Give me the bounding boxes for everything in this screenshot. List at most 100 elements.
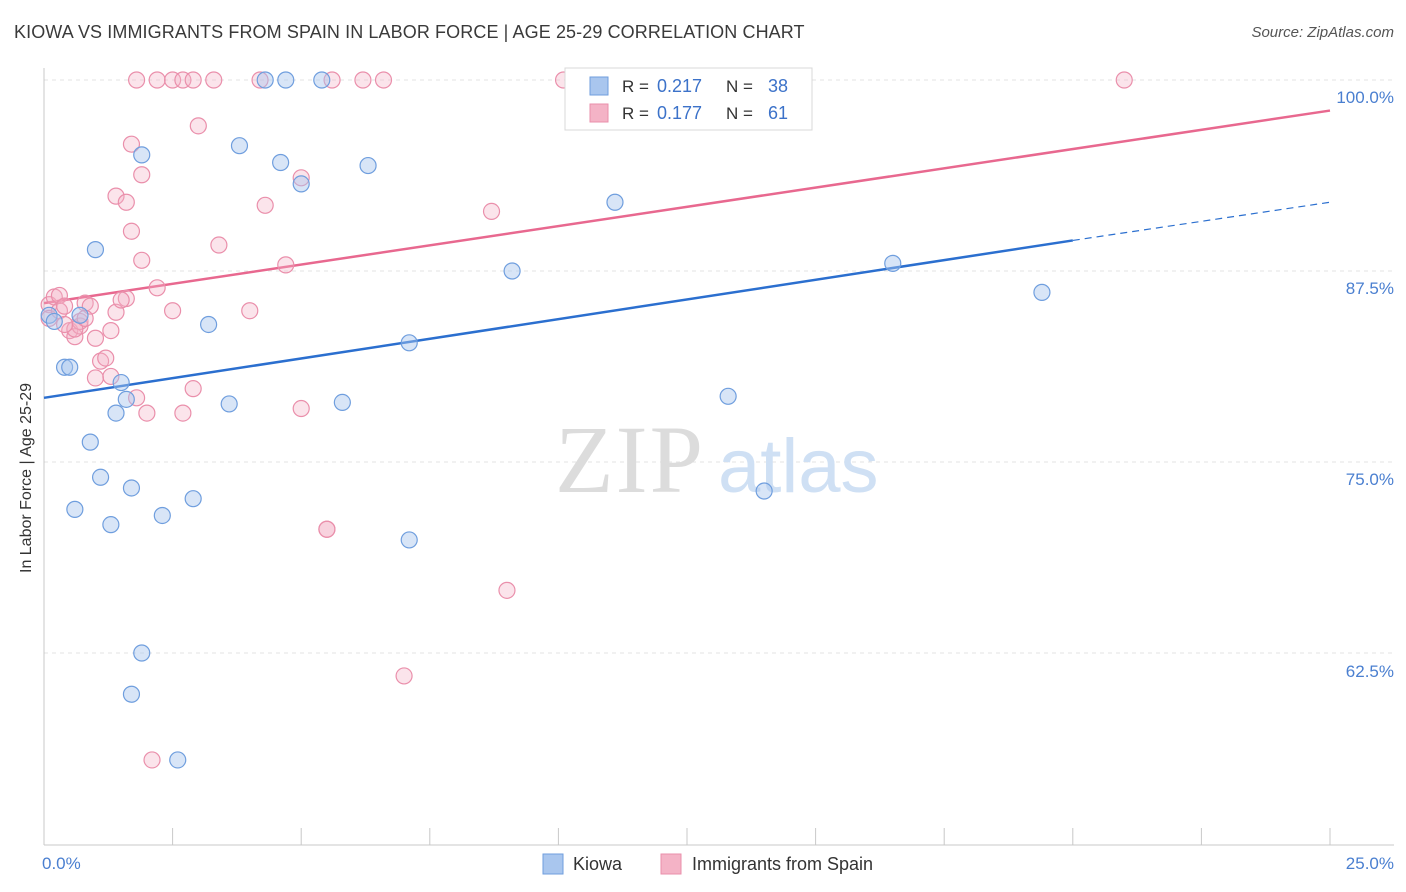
- watermark-atlas: atlas: [718, 424, 879, 509]
- kiowa-point: [55, 358, 74, 376]
- watermark: ZIP atlas: [555, 406, 879, 513]
- tick-labels: 100.0% 87.5% 75.0% 62.5% 0.0% 25.0%: [42, 88, 1394, 873]
- kiowa-point: [292, 175, 310, 193]
- kiowa-point: [117, 390, 135, 408]
- legend-stats: R = 0.217 N = 38 R = 0.177 N = 61: [564, 67, 813, 131]
- kiowa-point: [313, 71, 331, 89]
- immigrants-from-spain-point: [189, 117, 207, 135]
- kiowa-point: [884, 254, 902, 272]
- legend-stats-swatch: [589, 76, 609, 96]
- kiowa-point: [277, 71, 295, 89]
- kiowa-point: [606, 193, 624, 211]
- legend-label-kiowa: Kiowa: [573, 854, 623, 874]
- immigrants-from-spain-point: [251, 71, 269, 89]
- immigrants-from-spain-point: [127, 71, 146, 89]
- legend-stats-swatch: [589, 103, 609, 123]
- trend-line-kiowa: [43, 239, 1073, 400]
- x-tick-label: 25.0%: [1346, 854, 1394, 873]
- legend-r-value: 0.177: [657, 103, 702, 123]
- immigrants-from-spain-point: [107, 187, 125, 205]
- axes: [43, 68, 1394, 846]
- immigrants-from-spain-point: [55, 315, 74, 334]
- immigrants-from-spain-point: [117, 193, 135, 211]
- kiowa-point: [333, 393, 351, 412]
- kiowa-point: [256, 71, 274, 89]
- kiowa-point: [122, 479, 141, 497]
- immigrants-from-spain-point: [184, 380, 202, 398]
- data-points: [40, 71, 1133, 769]
- y-tick-label: 100.0%: [1336, 88, 1394, 107]
- kiowa-point: [200, 315, 218, 334]
- chart-title: KIOWA VS IMMIGRANTS FROM SPAIN IN LABOR …: [14, 22, 805, 42]
- legend: Kiowa Immigrants from Spain: [542, 853, 873, 875]
- legend-r-label: R =: [622, 104, 649, 123]
- kiowa-point: [112, 373, 130, 392]
- trend-lines: [43, 109, 1331, 400]
- legend-swatch-kiowa: [542, 853, 564, 875]
- kiowa-point: [400, 531, 418, 549]
- immigrants-from-spain-point: [102, 367, 120, 386]
- immigrants-from-spain-point: [86, 369, 105, 387]
- kiowa-point: [503, 262, 521, 280]
- kiowa-point: [719, 387, 737, 405]
- kiowa-point: [755, 482, 773, 500]
- immigrants-from-spain-point: [112, 291, 130, 309]
- immigrants-from-spain-point: [292, 169, 310, 187]
- kiowa-point: [45, 312, 63, 331]
- legend-label-immigrants-from-spain: Immigrants from Spain: [692, 854, 873, 874]
- immigrants-from-spain-point: [148, 279, 166, 297]
- immigrants-from-spain-point: [76, 309, 94, 327]
- x-tick-label: 0.0%: [42, 854, 81, 873]
- kiowa-point: [61, 358, 79, 376]
- immigrants-from-spain-point: [102, 321, 120, 340]
- immigrants-from-spain-point: [133, 251, 151, 269]
- y-axis-label: In Labor Force | Age 25-29: [18, 382, 35, 573]
- kiowa-point: [400, 334, 418, 352]
- kiowa-point: [66, 500, 84, 518]
- legend-n-value: 61: [768, 103, 788, 123]
- immigrants-from-spain-point: [395, 667, 413, 685]
- kiowa-point: [169, 751, 187, 769]
- legend-n-label: N =: [726, 104, 753, 123]
- trend-line-kiowa-extension: [1072, 201, 1331, 242]
- y-tick-label: 75.0%: [1346, 470, 1394, 489]
- immigrants-from-spain-point: [133, 166, 151, 184]
- immigrants-from-spain-point: [241, 302, 259, 320]
- kiowa-point: [272, 153, 290, 172]
- kiowa-point: [153, 506, 171, 525]
- immigrants-from-spain-point: [482, 202, 501, 221]
- kiowa-point: [107, 404, 125, 422]
- immigrants-from-spain-point: [374, 71, 393, 89]
- y-tick-label: 87.5%: [1346, 279, 1394, 298]
- kiowa-point: [359, 156, 377, 175]
- immigrants-from-spain-point: [148, 71, 166, 89]
- legend-r-label: R =: [622, 77, 649, 96]
- immigrants-from-spain-point: [174, 404, 192, 422]
- immigrants-from-spain-point: [184, 71, 202, 89]
- immigrants-from-spain-point: [138, 404, 156, 422]
- legend-n-value: 38: [768, 76, 788, 96]
- watermark-zip: ZIP: [555, 406, 705, 513]
- kiowa-point: [1033, 283, 1051, 301]
- legend-r-value: 0.217: [657, 76, 702, 96]
- immigrants-from-spain-point: [143, 751, 161, 769]
- kiowa-point: [220, 395, 238, 413]
- kiowa-point: [184, 490, 202, 508]
- immigrants-from-spain-point: [122, 135, 141, 153]
- kiowa-point: [71, 306, 89, 324]
- kiowa-point: [133, 644, 151, 662]
- kiowa-point: [133, 146, 151, 164]
- immigrants-from-spain-point: [91, 352, 110, 370]
- immigrants-from-spain-point: [354, 71, 372, 89]
- immigrants-from-spain-point: [210, 236, 228, 254]
- immigrants-from-spain-point: [205, 71, 223, 89]
- immigrants-from-spain-point: [86, 329, 105, 347]
- legend-swatch-immigrants-from-spain: [660, 853, 682, 875]
- immigrants-from-spain-point: [256, 196, 274, 214]
- immigrants-from-spain-point: [318, 520, 336, 538]
- immigrants-from-spain-point: [292, 399, 310, 418]
- kiowa-point: [81, 433, 99, 451]
- immigrants-from-spain-point: [55, 297, 74, 315]
- kiowa-point: [230, 137, 249, 155]
